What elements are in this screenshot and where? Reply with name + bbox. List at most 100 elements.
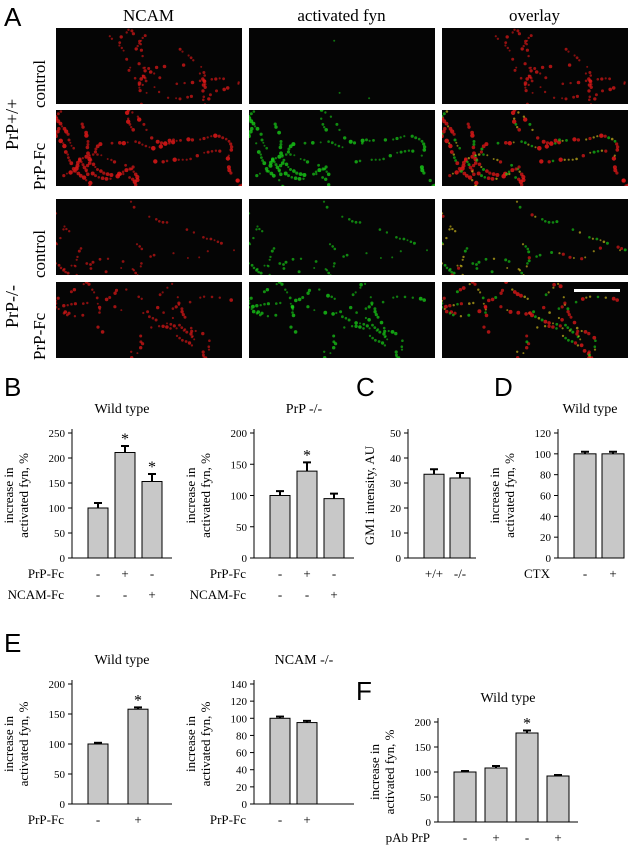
condition-mark: + — [492, 830, 499, 845]
panel-label-d: D — [494, 372, 513, 402]
condition-mark: + — [330, 587, 337, 602]
condition-mark: - — [305, 587, 309, 602]
y-tick-label: 200 — [49, 679, 66, 691]
column-title-ncam: NCAM — [122, 6, 174, 25]
condition-label: CTX — [524, 566, 551, 581]
y-tick-label: 0 — [242, 799, 248, 811]
chart-title: Wild type — [94, 653, 149, 668]
y-axis-label: activated fyn, % — [198, 453, 213, 538]
bar — [114, 452, 136, 559]
condition-label: PrP-Fc — [28, 812, 64, 827]
y-axis-label: activated fyn, % — [16, 701, 31, 786]
y-tick-label: 0 — [60, 799, 66, 811]
micrograph-r4-c3 — [440, 280, 628, 360]
row-label-prpfc-ko: PrP-Fc — [30, 312, 49, 360]
condition-mark: - — [463, 830, 467, 845]
condition-mark: - — [525, 830, 529, 845]
chart-title: Wild type — [562, 402, 617, 417]
significance-asterisk: * — [134, 692, 142, 709]
y-tick-label: 40 — [540, 511, 552, 523]
condition-label: PrP-Fc — [210, 812, 246, 827]
chart-b2: PrP -/- increase in activated fyn, % 0 50 100… — [183, 402, 354, 602]
y-axis-label: activated fyn, % — [502, 453, 517, 538]
chart-title: Wild type — [480, 691, 535, 706]
bar — [323, 498, 345, 559]
y-axis-label: activated fyn, % — [382, 729, 397, 814]
y-tick-label: 10 — [390, 528, 402, 540]
chart-title: PrP -/- — [286, 402, 323, 417]
y-tick-label: 140 — [231, 679, 248, 691]
y-tick-label: 0 — [242, 553, 248, 565]
row-label-control-wt: control — [30, 59, 49, 108]
bar — [449, 477, 471, 559]
condition-label: NCAM-Fc — [190, 587, 247, 602]
significance-asterisk: * — [148, 459, 156, 476]
condition-mark: - — [96, 566, 100, 581]
condition-mark: - — [123, 587, 127, 602]
panel-label-a: A — [4, 2, 22, 32]
genotype-label-wt: PrP+/+ — [2, 98, 22, 150]
y-tick-label: 0 — [60, 553, 66, 565]
condition-mark: + — [134, 812, 141, 827]
micrograph-r3-c2 — [247, 199, 435, 277]
micrograph-r2-c3 — [440, 108, 630, 188]
y-tick-label: 0 — [396, 553, 402, 565]
condition-mark: - — [96, 812, 100, 827]
y-tick-label: 50 — [420, 792, 432, 804]
y-tick-label: 150 — [49, 709, 66, 721]
condition-mark: + — [121, 566, 128, 581]
significance-asterisk: * — [303, 447, 311, 464]
chart-title: NCAM -/- — [275, 653, 334, 668]
condition-mark: + — [554, 830, 561, 845]
condition-mark: + — [303, 566, 310, 581]
bar — [127, 708, 149, 805]
condition-mark: + — [303, 812, 310, 827]
bar — [546, 775, 570, 823]
panel-label-c: C — [356, 372, 375, 402]
bar — [296, 470, 318, 559]
y-tick-label: 20 — [390, 503, 402, 515]
y-tick-label: 80 — [540, 470, 552, 482]
condition-label: pAb PrP — [386, 830, 430, 845]
bar — [515, 732, 539, 823]
bar — [141, 481, 163, 559]
bar — [87, 743, 109, 805]
micrograph-r1-c2 — [249, 28, 435, 104]
y-axis-label: increase in — [183, 716, 198, 772]
bar — [423, 473, 445, 559]
panel-label-b: B — [4, 372, 22, 402]
panel-label-f: F — [356, 676, 372, 706]
y-tick-label: 80 — [236, 730, 248, 742]
y-tick-label: 120 — [535, 428, 552, 440]
genotype-label-ko: PrP-/- — [2, 284, 22, 328]
y-axis-label: GM1 intensity, AU — [362, 445, 377, 545]
y-axis-label: activated fyn, % — [16, 453, 31, 538]
y-tick-label: 120 — [231, 696, 248, 708]
y-tick-label: 60 — [540, 491, 552, 503]
y-tick-label: 40 — [390, 453, 402, 465]
micrograph-r2-c2 — [247, 108, 437, 188]
row-label-control-ko: control — [30, 229, 49, 278]
y-tick-label: 250 — [49, 428, 66, 440]
y-axis-label: increase in — [367, 744, 382, 800]
y-tick-label: 100 — [49, 503, 66, 515]
y-tick-label: 50 — [390, 428, 402, 440]
y-tick-label: 200 — [415, 717, 432, 729]
y-tick-label: 150 — [49, 478, 66, 490]
micrograph-r1-c3 — [442, 28, 628, 106]
condition-mark: - — [150, 566, 154, 581]
chart-c: GM1 intensity, AU 0 10 20 30 40 50 +/+ -/- — [362, 428, 476, 581]
micrograph-r4-c1 — [54, 280, 242, 360]
condition-label: PrP-Fc — [28, 566, 64, 581]
bar — [484, 767, 508, 823]
y-tick-label: 0 — [546, 553, 552, 565]
condition-mark: - — [96, 587, 100, 602]
y-tick-label: 100 — [415, 767, 432, 779]
y-tick-label: 30 — [390, 478, 402, 490]
y-tick-label: 100 — [231, 713, 248, 725]
bar — [573, 453, 597, 559]
y-axis-label: increase in — [1, 716, 16, 772]
chart-f: Wild type increase in activated fyn, % 0 50 1… — [367, 691, 578, 852]
significance-asterisk: * — [121, 431, 129, 448]
micrograph-r4-c2 — [247, 280, 435, 360]
